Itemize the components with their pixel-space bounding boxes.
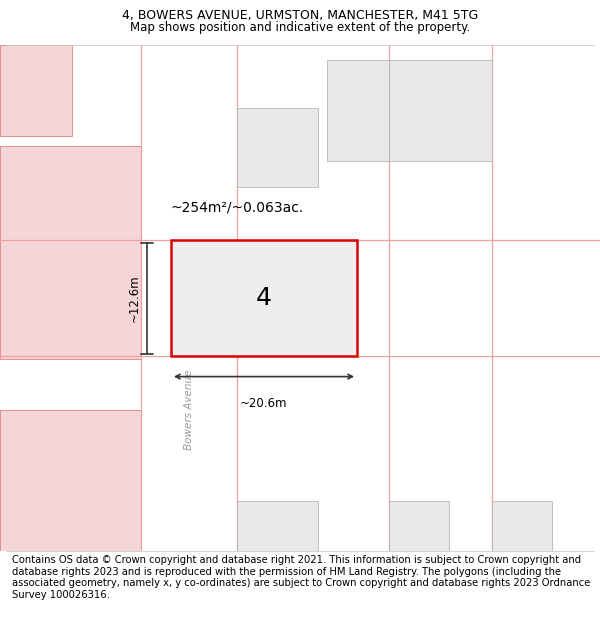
Bar <box>171 240 357 356</box>
Bar <box>237 108 318 187</box>
Text: 4: 4 <box>256 286 272 310</box>
Text: ~20.6m: ~20.6m <box>240 397 288 410</box>
Text: Bowers Avenue: Bowers Avenue <box>184 369 194 450</box>
Text: Contains OS data © Crown copyright and database right 2021. This information is : Contains OS data © Crown copyright and d… <box>12 555 590 600</box>
Text: ~254m²/~0.063ac.: ~254m²/~0.063ac. <box>171 201 304 214</box>
Bar <box>237 501 318 551</box>
Text: 4, BOWERS AVENUE, URMSTON, MANCHESTER, M41 5TG: 4, BOWERS AVENUE, URMSTON, MANCHESTER, M… <box>122 9 478 22</box>
Bar <box>389 501 449 551</box>
Bar <box>0 409 141 551</box>
Bar <box>389 60 492 161</box>
Text: ~12.6m: ~12.6m <box>128 274 141 322</box>
Text: Map shows position and indicative extent of the property.: Map shows position and indicative extent… <box>130 21 470 34</box>
Bar <box>0 146 141 359</box>
Bar <box>327 60 389 161</box>
Bar <box>0 45 72 136</box>
Bar <box>492 501 552 551</box>
